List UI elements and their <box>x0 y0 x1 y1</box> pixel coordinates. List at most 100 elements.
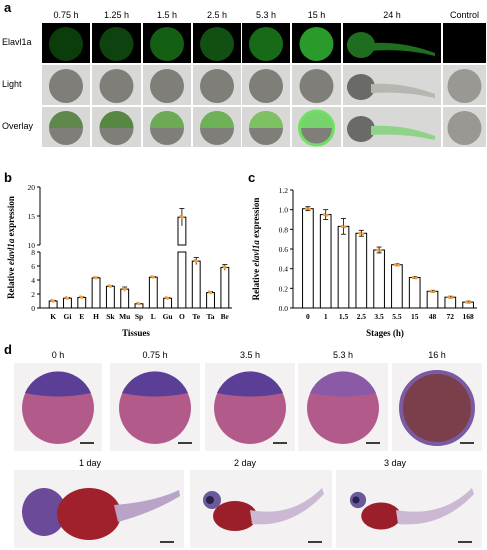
larva-photo <box>190 470 332 548</box>
bar <box>120 288 130 309</box>
micrograph-tile <box>143 65 191 105</box>
bar <box>391 264 403 309</box>
data-point <box>429 289 433 293</box>
y-tick-label: 0.4 <box>279 265 289 274</box>
bar <box>355 232 368 309</box>
micrograph-tile <box>292 107 341 147</box>
x-tick-label: 48 <box>429 312 437 321</box>
y-tick-label: 8 <box>31 248 35 257</box>
micrograph-tile <box>343 65 441 105</box>
data-point <box>340 224 344 228</box>
timepoint-label: 5.3 h <box>255 10 277 20</box>
bar <box>337 225 350 309</box>
data-point <box>358 231 362 235</box>
stage-expression-chart: 0.0 0.2 0.4 0.6 0.8 1.0 1.2 Relative elavl1a ex… <box>251 186 477 338</box>
data-point <box>447 295 451 299</box>
y-tick-label: 2 <box>31 290 35 299</box>
micrograph-tile <box>193 107 241 147</box>
panel-d-letter: d <box>4 342 12 357</box>
x-tick-label: 3.5 <box>374 312 384 321</box>
bar <box>191 260 201 309</box>
row-label: Light <box>2 79 22 89</box>
x-tick-label: 5.5 <box>392 312 402 321</box>
bar <box>105 285 115 309</box>
micrograph-tile <box>92 23 141 63</box>
x-tick-label: Te <box>192 312 200 321</box>
bar <box>408 277 421 309</box>
stage-label: 3 day <box>383 458 407 468</box>
y-tick-label: 10 <box>28 241 36 250</box>
x-axis-label: Stages (h) <box>366 328 404 338</box>
x-tick-label: 2.5 <box>357 312 367 321</box>
micrograph-tile <box>242 23 290 63</box>
panel-a-letter: a <box>4 0 12 15</box>
timepoint-label: 15 h <box>307 10 326 20</box>
x-tick-label: E <box>79 312 84 321</box>
micrograph-tile <box>443 65 486 105</box>
micrograph-tile <box>443 107 486 147</box>
panel-c-letter: c <box>248 170 256 185</box>
stage-label: 1 day <box>78 458 102 468</box>
micrograph-tile <box>143 107 191 147</box>
micrograph-tile <box>242 65 290 105</box>
y-tick-label: 6 <box>31 262 35 271</box>
data-point <box>376 248 380 252</box>
x-tick-label: Sp <box>135 312 143 321</box>
micrograph-tile <box>42 65 90 105</box>
micrograph-tile <box>343 23 441 63</box>
micrograph-tile <box>292 65 341 105</box>
timepoint-label: 0.75 h <box>53 10 79 20</box>
data-point <box>322 213 326 217</box>
micrograph-tile <box>443 23 486 63</box>
row-label: Elavl1a <box>2 37 32 47</box>
stage-label: 5.3 h <box>332 350 354 360</box>
x-tick-label: Ta <box>206 312 214 321</box>
micrograph-tile <box>193 23 241 63</box>
bar <box>148 276 158 309</box>
micrograph-tile <box>42 107 90 147</box>
y-tick-label: 0.8 <box>279 225 289 234</box>
x-tick-label: 0 <box>306 312 310 321</box>
timepoint-label: 24 h <box>383 10 401 20</box>
micrograph-tile <box>242 107 290 147</box>
y-tick-label: 4 <box>31 276 35 285</box>
x-tick-label: Br <box>221 312 230 321</box>
x-tick-label: 1 <box>324 312 328 321</box>
data-point <box>304 207 308 211</box>
y-tick-label: 20 <box>28 183 36 192</box>
bar <box>220 266 230 309</box>
y-tick-label: 1.0 <box>279 206 289 215</box>
x-tick-label: 72 <box>447 312 455 321</box>
row-label: Overlay <box>2 121 34 131</box>
data-point <box>465 300 469 304</box>
bar <box>206 292 215 309</box>
x-tick-label: Gu <box>163 312 173 321</box>
x-tick-label: Gi <box>64 312 72 321</box>
x-tick-label: K <box>50 312 56 321</box>
micrograph-tile <box>343 107 441 147</box>
bar <box>373 249 385 309</box>
x-tick-label: 1.5 <box>339 312 349 321</box>
bar <box>319 214 332 309</box>
x-tick-label: O <box>179 312 185 321</box>
x-tick-label: Sk <box>106 312 115 321</box>
y-axis-label: Relative elavl1a expression <box>251 198 261 301</box>
x-tick-label: 168 <box>462 312 474 321</box>
bar-lower-segment <box>177 251 187 309</box>
x-axis-label: Tissues <box>122 328 150 338</box>
embryo-photo <box>14 363 102 451</box>
embryo-photo <box>298 363 388 451</box>
timepoint-label: 2.5 h <box>206 10 228 20</box>
stage-label: 0 h <box>51 350 65 360</box>
micrograph-tile <box>92 107 141 147</box>
micrograph-tile <box>143 23 191 63</box>
stage-label: 16 h <box>428 350 446 360</box>
micrograph-tile <box>92 65 141 105</box>
timepoint-label: 1.5 h <box>156 10 178 20</box>
y-tick-label: 1.2 <box>279 186 289 195</box>
bar <box>302 208 314 309</box>
timepoint-label: 1.25 h <box>103 10 130 20</box>
embryo-photo <box>110 363 200 451</box>
stage-label: 2 day <box>233 458 257 468</box>
